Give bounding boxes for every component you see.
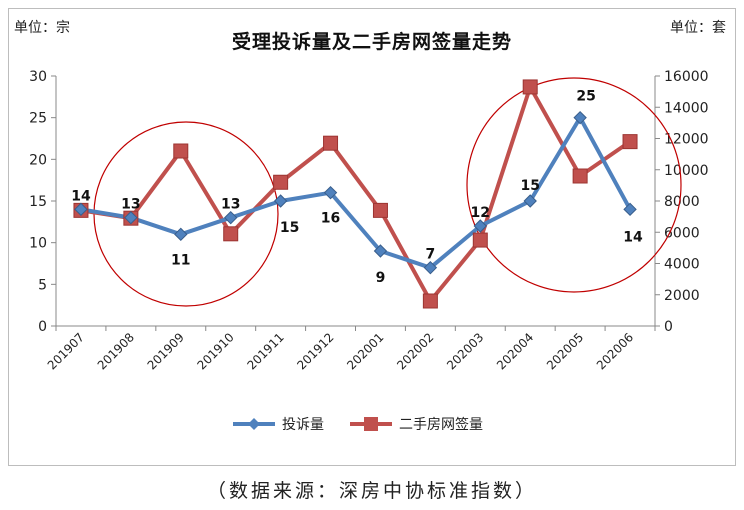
x-tick-label: 201909 <box>145 330 187 372</box>
left-tick-label: 15 <box>29 194 47 210</box>
right-tick-label: 8000 <box>664 194 700 210</box>
right-tick-label: 12000 <box>664 132 709 148</box>
data-label: 16 <box>321 211 340 227</box>
x-tick-label: 202005 <box>544 330 586 372</box>
legend-marker-sales <box>364 417 378 431</box>
data-label: 9 <box>376 270 386 286</box>
data-label: 25 <box>576 89 595 105</box>
series-line-sales <box>80 84 632 303</box>
sales-point <box>323 135 339 151</box>
right-axis-unit: 单位：套 <box>670 20 726 36</box>
left-tick-label: 25 <box>29 111 47 127</box>
legend-label-sales: 二手房网签量 <box>399 416 483 433</box>
sales-point <box>472 232 488 248</box>
x-tick-label: 202002 <box>394 330 436 372</box>
data-label: 14 <box>71 188 91 204</box>
left-tick-label: 10 <box>29 236 47 252</box>
complaints-point <box>323 185 338 200</box>
sales-point <box>622 134 638 150</box>
left-axis-unit: 单位：宗 <box>14 20 70 36</box>
complaints-point <box>423 260 438 275</box>
legend-marker-complaints <box>248 418 260 430</box>
x-tick-label: 201907 <box>45 330 87 372</box>
complaints-point <box>124 210 138 225</box>
data-label: 13 <box>221 197 240 213</box>
legend-label-complaints: 投诉量 <box>282 417 324 433</box>
x-tick-label: 201910 <box>195 330 237 372</box>
chart-frame <box>8 8 736 466</box>
complaints-point <box>373 244 388 258</box>
complaints-point <box>573 110 587 125</box>
x-tick-label: 202003 <box>444 330 486 372</box>
right-tick-label: 14000 <box>664 100 709 116</box>
sales-point <box>572 168 588 184</box>
x-tick-label: 201912 <box>294 330 336 372</box>
complaints-point <box>473 219 487 233</box>
x-tick-label: 202001 <box>344 330 386 372</box>
sales-point <box>522 79 538 95</box>
complaints-point <box>523 194 537 208</box>
sales-point <box>223 226 239 242</box>
left-tick-label: 5 <box>38 277 47 293</box>
annotation-circle <box>466 77 682 293</box>
complaints-point <box>623 202 637 217</box>
right-tick-label: 16000 <box>664 69 709 85</box>
right-tick-label: 4000 <box>664 257 700 273</box>
x-tick-label: 202004 <box>494 330 536 372</box>
sales-point <box>422 293 438 309</box>
left-tick-label: 30 <box>29 69 47 85</box>
sales-point <box>273 174 289 190</box>
data-label: 14 <box>623 229 643 245</box>
right-tick-label: 2000 <box>664 288 700 304</box>
left-tick-label: 0 <box>38 319 47 335</box>
x-tick-label: 201908 <box>95 330 137 372</box>
data-label: 13 <box>121 197 140 213</box>
data-label: 15 <box>280 220 299 236</box>
complaints-point <box>74 202 88 217</box>
complaints-point <box>174 227 188 242</box>
x-tick-label: 201911 <box>244 330 286 372</box>
chart-title: 受理投诉量及二手房网签量走势 <box>231 31 512 53</box>
data-label: 15 <box>520 178 539 194</box>
x-tick-label: 202006 <box>594 330 636 372</box>
left-tick-label: 20 <box>29 152 47 168</box>
data-label: 12 <box>471 205 490 221</box>
data-label: 7 <box>426 247 436 263</box>
complaints-point <box>273 194 288 208</box>
series-line-complaints <box>80 115 632 270</box>
data-label: 11 <box>171 252 190 268</box>
right-tick-label: 10000 <box>664 163 709 179</box>
right-tick-label: 6000 <box>664 225 700 241</box>
data-source-note: （数据来源：深房中协标准指数） <box>206 480 537 502</box>
sales-point <box>372 202 388 218</box>
complaints-point <box>224 210 238 225</box>
sales-point <box>173 143 189 159</box>
right-tick-label: 0 <box>664 319 673 335</box>
